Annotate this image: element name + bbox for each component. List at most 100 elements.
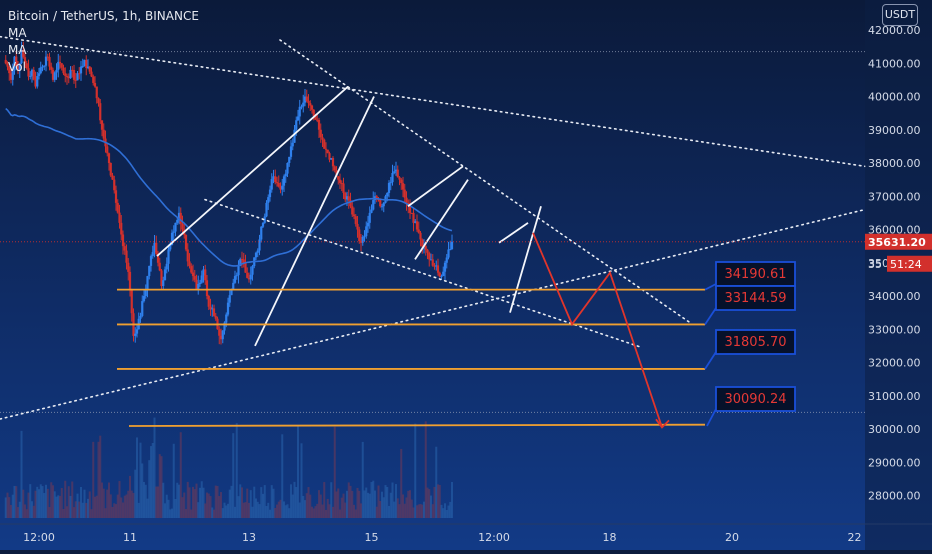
candle-body [207, 296, 210, 307]
candle-body [141, 301, 144, 316]
level-label-text: 34190.61 [724, 267, 786, 282]
candle-body [365, 226, 368, 237]
volume-bar [34, 490, 37, 518]
candle-body [417, 229, 420, 233]
candle-body [125, 250, 128, 263]
candle-body [254, 252, 258, 258]
volume-bar [204, 503, 207, 518]
volume-bar [286, 504, 289, 518]
volume-bar [45, 484, 47, 518]
candle-body [146, 276, 149, 290]
candle-body [267, 197, 270, 203]
volume-bar [297, 425, 299, 518]
time-tick-label: 20 [725, 531, 739, 544]
price-tick-label: 37000.00 [868, 190, 921, 203]
candle-body [127, 262, 130, 272]
volume-bar [10, 504, 12, 518]
candle-body [396, 169, 399, 178]
candle-body [155, 242, 158, 254]
volume-bar [426, 487, 429, 518]
candle-body [37, 73, 41, 77]
volume-bar [290, 484, 292, 518]
volume-bar [83, 489, 86, 518]
volume-bar [295, 487, 298, 518]
volume-bar [85, 502, 88, 518]
candle-body [211, 308, 214, 310]
candle-body [387, 182, 391, 193]
level-label-connector [704, 351, 717, 370]
volume-bar [209, 496, 212, 518]
volume-bar [393, 501, 396, 518]
candle-body [324, 148, 328, 150]
volume-bar [13, 485, 16, 518]
candle-body [79, 66, 83, 74]
candle-body [71, 69, 74, 71]
volume-bar [398, 504, 401, 518]
currency-button[interactable]: USDT [882, 4, 918, 26]
candle-body [370, 209, 373, 213]
volume-bar [428, 489, 431, 518]
candle-body [169, 245, 172, 250]
volume-bar [333, 426, 336, 518]
volume-bar [395, 484, 397, 518]
volume-bar [118, 481, 121, 518]
candle-body [76, 73, 79, 81]
indicator-ma-2[interactable]: MA [8, 43, 27, 57]
price-tick-label: 42000.00 [868, 24, 921, 37]
countdown-tag [887, 255, 932, 272]
volume-bar [15, 486, 18, 518]
candle-body [111, 175, 114, 180]
candle-body [69, 69, 72, 79]
candle-body [347, 196, 350, 201]
level-label-box [715, 386, 796, 412]
time-tick-label: 18 [603, 531, 617, 544]
candle-body [447, 249, 450, 258]
volume-bar [122, 502, 124, 518]
candle-body [331, 158, 335, 167]
candle-body [204, 269, 207, 281]
candle-body [240, 259, 244, 261]
volume-bar [438, 484, 441, 518]
volume-bar [447, 505, 450, 518]
volume-bar [94, 496, 96, 518]
indicator-volume[interactable]: Vol [8, 60, 26, 74]
volume-bar [284, 505, 287, 518]
candle-body [344, 192, 347, 200]
volume-bar [235, 423, 238, 518]
volume-bar [78, 501, 81, 518]
volume-bar [423, 501, 425, 518]
volume-bar [160, 456, 163, 518]
volume-bar [242, 502, 245, 518]
volume-bar [246, 488, 249, 518]
volume-bar [95, 495, 98, 518]
indicator-ma-1[interactable]: MA [8, 26, 27, 40]
volume-bar [300, 443, 303, 518]
candle-body [209, 306, 212, 310]
volume-bar [18, 501, 21, 518]
volume-bar [25, 509, 28, 518]
candle-body [163, 269, 167, 281]
time-tick-label: 12:00 [478, 531, 510, 544]
volume-bar [17, 507, 19, 518]
candle-body [51, 69, 55, 80]
volume-bar [354, 509, 357, 518]
volume-bar [244, 502, 247, 518]
candle-body [239, 259, 242, 267]
symbol-title[interactable]: Bitcoin / TetherUS, 1h, BINANCE [8, 9, 199, 23]
volume-bar [281, 434, 284, 518]
candle-body [195, 279, 198, 290]
candle-body [275, 182, 279, 184]
candle-body [20, 49, 23, 64]
volume-bar [176, 482, 179, 518]
volume-bar [11, 494, 14, 518]
candle-body [11, 70, 14, 80]
candle-body [162, 280, 165, 287]
candle-body [272, 176, 275, 180]
volume-bar [377, 485, 380, 518]
volume-bar [31, 501, 33, 518]
level-labels: 34190.61 33144.59 31805.70 30090.24 [704, 261, 796, 427]
candle-body [29, 75, 32, 77]
candle-body [440, 276, 443, 278]
